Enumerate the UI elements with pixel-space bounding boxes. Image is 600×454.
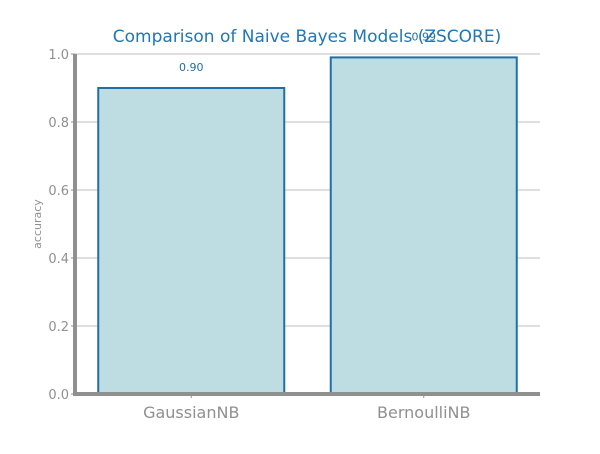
bars xyxy=(97,56,518,396)
y-tick-label: 0.8 xyxy=(48,116,69,131)
y-tick-label: 0.2 xyxy=(48,320,69,335)
y-tick-label: 0.0 xyxy=(48,388,69,403)
y-axis-label: accuracy xyxy=(31,199,44,249)
bar-bernoullinb xyxy=(329,56,518,396)
x-tick-label: GaussianNB xyxy=(143,403,239,422)
y-tick-labels: 0.0 0.2 0.4 0.6 0.8 1.0 xyxy=(48,48,75,403)
chart-title: Comparison of Naive Bayes Models (ZSCORE… xyxy=(113,27,501,47)
axes xyxy=(73,54,540,396)
x-tick-labels: GaussianNB BernoulliNB xyxy=(143,394,470,422)
value-label: 0.90 xyxy=(179,61,204,74)
bar-gaussiannb xyxy=(97,87,286,395)
y-tick-label: 0.4 xyxy=(48,252,69,267)
y-tick-label: 1.0 xyxy=(48,48,69,63)
value-label: 0.99 xyxy=(412,30,437,43)
x-tick-label: BernoulliNB xyxy=(377,403,470,422)
value-labels: 0.90 0.99 xyxy=(179,30,436,74)
y-tick-label: 0.6 xyxy=(48,184,69,199)
